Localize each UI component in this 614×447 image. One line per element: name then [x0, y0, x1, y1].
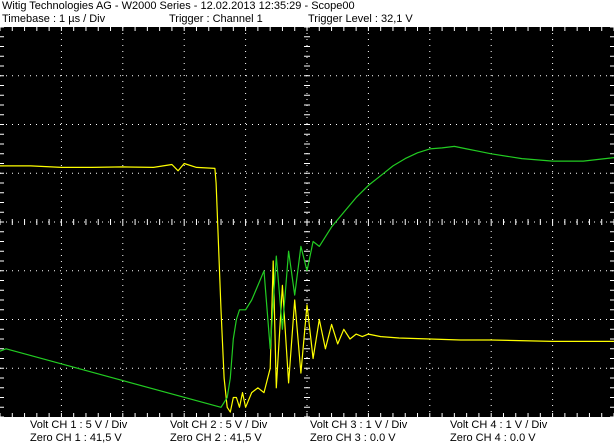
ch3-zero-label: Zero CH 3 : 0.0 V [310, 432, 396, 444]
ch4-zero-label: Zero CH 4 : 0.0 V [450, 432, 536, 444]
trigger-level-label: Trigger Level : 32,1 V [308, 13, 413, 25]
ch2-zero-label: Zero CH 2 : 41,5 V [170, 432, 262, 444]
oscilloscope-screen [0, 27, 614, 417]
ch1-zero-label: Zero CH 1 : 41,5 V [30, 432, 122, 444]
scope-footer: Volt CH 1 : 5 V / Div Zero CH 1 : 41,5 V… [0, 417, 614, 447]
timebase-label: Timebase : 1 µs / Div [2, 13, 106, 25]
ch1-volt-label: Volt CH 1 : 5 V / Div [30, 419, 128, 431]
scope-plot [0, 27, 614, 417]
ch1-settings: Volt CH 1 : 5 V / Div Zero CH 1 : 41,5 V [30, 419, 127, 445]
grid [0, 27, 614, 417]
trigger-label: Trigger : Channel 1 [169, 13, 263, 25]
ch4-volt-label: Volt CH 4 : 1 V / Div [450, 419, 548, 431]
traces [0, 145, 614, 413]
ch2-settings: Volt CH 2 : 5 V / Div Zero CH 2 : 41,5 V [170, 419, 267, 445]
ch3-settings: Volt CH 3 : 1 V / Div Zero CH 3 : 0.0 V [310, 419, 407, 445]
trace-ch1 [0, 162, 614, 413]
window-title: Witig Technologies AG - W2000 Series - 1… [2, 0, 355, 12]
trace-ch2 [0, 145, 614, 408]
scope-header: Witig Technologies AG - W2000 Series - 1… [0, 0, 614, 27]
ch2-volt-label: Volt CH 2 : 5 V / Div [170, 419, 268, 431]
ch4-settings: Volt CH 4 : 1 V / Div Zero CH 4 : 0.0 V [450, 419, 547, 445]
ch3-volt-label: Volt CH 3 : 1 V / Div [310, 419, 408, 431]
